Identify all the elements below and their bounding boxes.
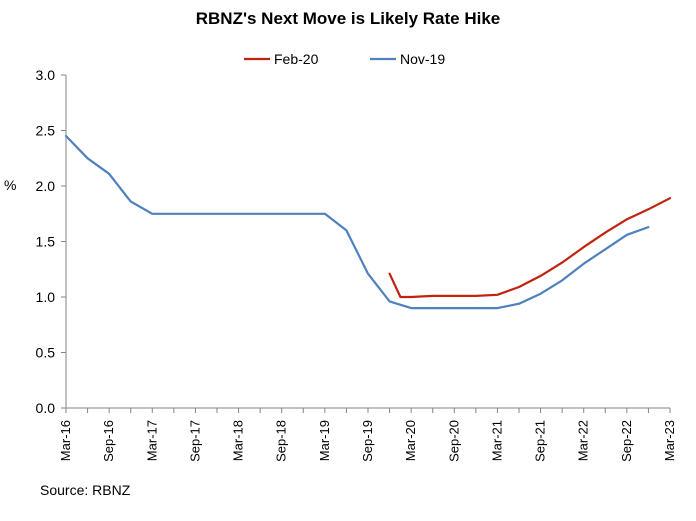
y-tick-label: 2.5: [36, 123, 56, 139]
x-tick-label: Sep-19: [360, 420, 375, 462]
y-axis: 0.0 0.5 1.0 1.5 2.0 2.5 3.0: [36, 67, 67, 416]
y-axis-label: %: [4, 177, 16, 193]
y-tick-label: 3.0: [36, 67, 56, 83]
x-tick-label: Mar-17: [144, 420, 159, 461]
x-tick-label: Mar-21: [489, 420, 504, 461]
y-tick-label: 1.5: [36, 234, 56, 250]
x-tick-label: Sep-18: [274, 420, 289, 462]
x-axis: Mar-16 Sep-16 Mar-17 Sep-17 Mar-18 Sep-18 Mar-…: [58, 407, 677, 462]
series-group: [64, 134, 672, 310]
chart-title: RBNZ's Next Move is Likely Rate Hike: [196, 9, 500, 28]
y-tick-label: 0.0: [36, 400, 56, 416]
x-tick-label: Sep-16: [101, 420, 116, 462]
legend-label: Nov-19: [400, 51, 445, 67]
legend-label: Feb-20: [274, 51, 319, 67]
x-tick-label: Mar-20: [403, 420, 418, 461]
x-tick-label: Mar-18: [231, 420, 246, 461]
series-line-feb-20: [388, 197, 672, 299]
x-tick-label: Mar-23: [662, 420, 677, 461]
legend: Feb-20 Nov-19: [244, 51, 445, 67]
x-tick-label: Sep-20: [446, 420, 461, 462]
series-line-nov-19: [64, 134, 650, 310]
x-tick-label: Mar-22: [576, 420, 591, 461]
x-tick-label: Sep-17: [187, 420, 202, 462]
x-tick-label: Sep-21: [533, 420, 548, 462]
x-tick-label: Sep-22: [619, 420, 634, 462]
y-tick-label: 1.0: [36, 289, 56, 305]
y-tick-label: 0.5: [36, 345, 56, 361]
source-note: Source: RBNZ: [40, 482, 131, 498]
y-tick-label: 2.0: [36, 178, 56, 194]
x-tick-label: Mar-16: [58, 420, 73, 461]
x-tick-label: Mar-19: [317, 420, 332, 461]
